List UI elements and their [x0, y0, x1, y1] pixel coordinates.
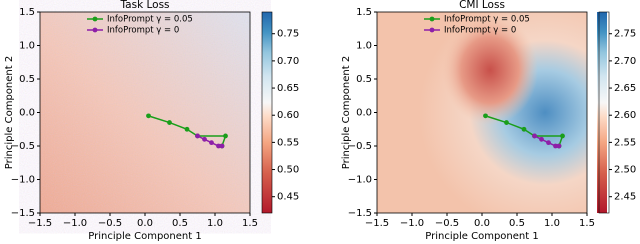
- series-point: [553, 143, 558, 149]
- y-tick-label: 1.0: [19, 41, 35, 52]
- y-tick-label: −1.5: [348, 208, 372, 219]
- series-point: [223, 133, 228, 139]
- colorbar-tick-label: 2.65: [614, 83, 636, 94]
- x-tick-label: −1.5: [28, 218, 52, 229]
- colorbar-tick-label: 0.70: [277, 56, 299, 67]
- series-point: [167, 120, 172, 125]
- colorbar-tick-label: 2.55: [614, 137, 636, 148]
- chart-title: CMI Loss: [459, 0, 505, 11]
- y-tick-label: −1.5: [11, 208, 35, 219]
- y-tick-label: −1.0: [348, 175, 372, 186]
- series-point: [184, 126, 190, 132]
- legend-label: InfoPrompt γ = 0.05: [444, 15, 530, 25]
- series-point: [521, 126, 527, 132]
- x-tick-label: −1.0: [63, 218, 87, 229]
- y-tick-label: 0.5: [356, 74, 372, 85]
- series-point: [219, 143, 225, 149]
- series-point: [483, 113, 488, 119]
- y-tick-label: −0.5: [348, 141, 372, 152]
- series-point: [560, 133, 565, 139]
- x-tick-label: 1.5: [242, 218, 258, 229]
- colorbar-tick-label: 0.65: [277, 83, 299, 94]
- colorbar-tick-label: 2.50: [614, 165, 636, 176]
- x-tick-label: −0.5: [435, 218, 459, 229]
- y-tick-label: 0.0: [356, 108, 372, 119]
- x-axis-label: Principle Component 1: [425, 231, 538, 242]
- series-point: [216, 143, 221, 149]
- colorbar-tick-label: 0.60: [277, 110, 299, 121]
- y-tick-label: 0.5: [19, 74, 35, 85]
- legend-marker: [429, 27, 435, 33]
- legend-label: InfoPrompt γ = 0: [107, 26, 179, 36]
- colorbar-tick-label: 0.45: [277, 192, 299, 203]
- series-point: [209, 140, 214, 146]
- series-point: [504, 120, 509, 125]
- y-tick-label: 0.0: [19, 108, 35, 119]
- series-point: [539, 136, 544, 142]
- colorbar-tick-label: 2.45: [614, 192, 636, 203]
- colorbar-tick-label: 2.75: [614, 29, 636, 40]
- series-point: [546, 140, 551, 146]
- legend-marker: [92, 27, 98, 33]
- y-tick-label: 1.5: [19, 7, 35, 18]
- series-point: [202, 136, 207, 142]
- x-tick-label: 0.5: [172, 218, 188, 229]
- colorbar-tick-label: 0.75: [277, 29, 299, 40]
- colorbar-tick-label: 2.60: [614, 110, 636, 121]
- x-tick-label: 0.0: [474, 218, 490, 229]
- x-tick-label: −1.5: [365, 218, 389, 229]
- colorbar-frame: [261, 11, 273, 214]
- y-tick-label: 1.5: [356, 7, 372, 18]
- chart-title: Task Loss: [119, 0, 169, 11]
- y-axis-label: Principle Component 2: [341, 56, 352, 169]
- x-tick-label: −0.5: [98, 218, 122, 229]
- legend-marker: [429, 16, 435, 22]
- y-tick-label: 1.0: [356, 41, 372, 52]
- x-tick-label: 0.0: [137, 218, 153, 229]
- x-tick-label: 1.0: [544, 218, 560, 229]
- series-point: [532, 133, 537, 139]
- x-axis-label: Principle Component 1: [88, 231, 201, 242]
- colorbar-tick-label: 0.55: [277, 137, 299, 148]
- x-tick-label: 0.5: [509, 218, 525, 229]
- colorbar-tick-label: 0.50: [277, 165, 299, 176]
- legend-label: InfoPrompt γ = 0.05: [107, 15, 193, 25]
- heatmap-background: [40, 12, 607, 213]
- y-axis-label: Principle Component 2: [4, 56, 15, 169]
- series-point: [146, 113, 151, 119]
- series-point: [556, 143, 562, 149]
- y-tick-label: −0.5: [11, 141, 35, 152]
- x-tick-label: 1.5: [579, 218, 595, 229]
- legend-marker: [92, 16, 98, 22]
- legend-label: InfoPrompt γ = 0: [444, 26, 516, 36]
- y-tick-label: −1.0: [11, 175, 35, 186]
- x-tick-label: −1.0: [400, 218, 424, 229]
- colorbar-frame: [598, 11, 610, 214]
- x-tick-label: 1.0: [207, 218, 223, 229]
- colorbar-tick-label: 2.70: [614, 56, 636, 67]
- series-point: [195, 133, 200, 139]
